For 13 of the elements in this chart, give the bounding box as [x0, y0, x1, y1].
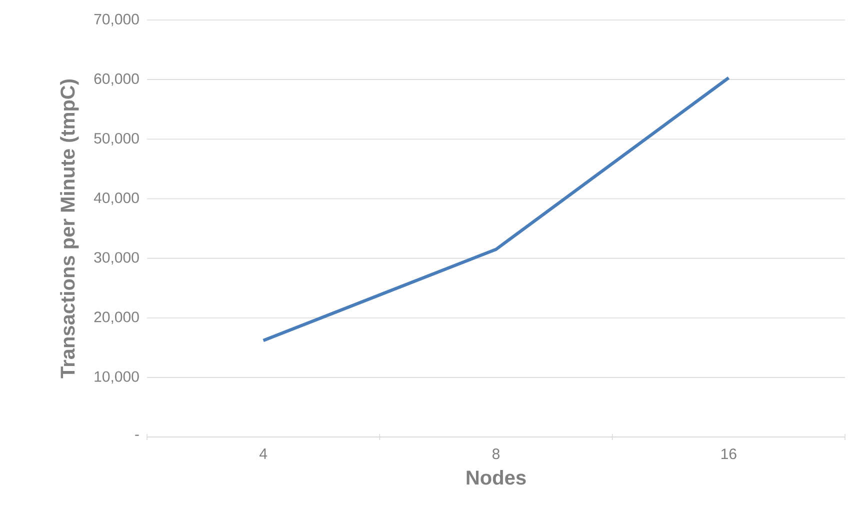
x-tick-label: 8	[492, 448, 500, 460]
y-tick-label: 60,000	[94, 73, 139, 86]
x-axis-title: Nodes	[466, 470, 526, 485]
y-tick-label: 40,000	[94, 192, 139, 205]
y-axis-title: Transactions per Minute (tmpC)	[60, 79, 79, 378]
x-tick-label: 4	[260, 448, 268, 459]
y-tick-label: 30,000	[94, 252, 139, 264]
y-tick-label: 70,000	[94, 14, 139, 26]
y-tick-label: 10,000	[94, 371, 139, 384]
x-tick-label: 16	[721, 448, 736, 460]
y-tick-label: -	[135, 434, 139, 436]
y-tick-label: 20,000	[94, 312, 139, 324]
y-tick-label: 50,000	[94, 132, 139, 146]
